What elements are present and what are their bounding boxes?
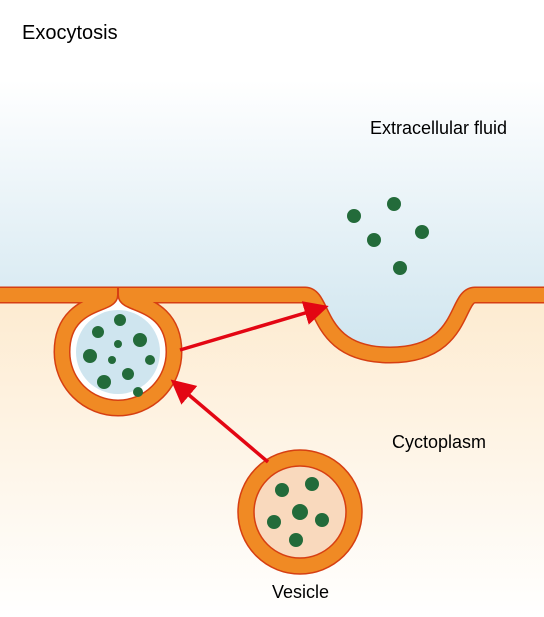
- exocytosis-diagram: [0, 0, 544, 617]
- particle: [145, 355, 155, 365]
- particle: [315, 513, 329, 527]
- particle: [415, 225, 429, 239]
- label-cytoplasm: Cyctoplasm: [392, 432, 486, 453]
- particle: [108, 356, 116, 364]
- particle: [83, 349, 97, 363]
- particle: [122, 368, 134, 380]
- diagram-stage: Exocytosis Extracellular fluid Cyctoplas…: [0, 0, 544, 617]
- particle: [305, 477, 319, 491]
- particle: [114, 314, 126, 326]
- particle: [92, 326, 104, 338]
- particle: [267, 515, 281, 529]
- particle: [114, 340, 122, 348]
- particle: [387, 197, 401, 211]
- label-vesicle: Vesicle: [272, 582, 329, 603]
- particle: [289, 533, 303, 547]
- particle: [347, 209, 361, 223]
- particle: [275, 483, 289, 497]
- label-extracellular: Extracellular fluid: [370, 118, 507, 139]
- particle: [133, 333, 147, 347]
- diagram-title: Exocytosis: [22, 22, 118, 45]
- particle: [292, 504, 308, 520]
- particle: [97, 375, 111, 389]
- particle: [393, 261, 407, 275]
- particle: [367, 233, 381, 247]
- particle: [133, 387, 143, 397]
